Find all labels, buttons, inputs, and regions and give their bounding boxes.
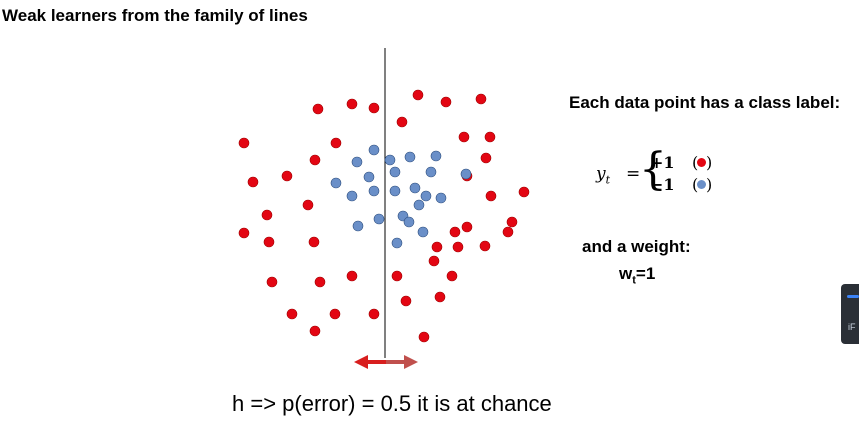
blue-point — [460, 168, 472, 180]
red-point — [475, 93, 487, 105]
class-label-text: Each data point has a class label: — [569, 93, 841, 112]
red-point — [396, 116, 408, 128]
red-point — [261, 209, 273, 221]
formula-y: yt — [596, 164, 611, 187]
blue-point — [352, 220, 364, 232]
red-point — [480, 152, 492, 164]
blue-point — [368, 144, 380, 156]
red-point — [518, 186, 530, 198]
blue-point — [404, 151, 416, 163]
slide-title: Weak learners from the family of lines — [2, 6, 308, 25]
blue-point — [330, 177, 342, 189]
red-point — [461, 221, 473, 233]
blue-point — [420, 190, 432, 202]
red-point — [449, 226, 461, 238]
blue-point — [403, 216, 415, 228]
data-points — [238, 89, 530, 343]
blue-point — [409, 182, 421, 194]
blue-point — [417, 226, 429, 238]
red-point — [238, 227, 250, 239]
red-point — [391, 270, 403, 282]
red-point — [446, 270, 458, 282]
red-point — [309, 154, 321, 166]
widget-label: iF — [848, 322, 856, 332]
blue-point — [413, 199, 425, 211]
blue-point — [435, 192, 447, 204]
red-point — [308, 236, 320, 248]
blue-point — [389, 166, 401, 178]
blue-point — [425, 166, 437, 178]
red-point — [346, 98, 358, 110]
formula-brace: { — [639, 144, 667, 195]
blue-point — [351, 156, 363, 168]
red-point — [368, 308, 380, 320]
weight-label: and a weight: — [582, 237, 691, 256]
red-point — [434, 291, 446, 303]
red-point — [329, 308, 341, 320]
red-point — [484, 131, 496, 143]
blue-point — [391, 237, 403, 249]
blue-point — [384, 154, 396, 166]
red-point — [452, 241, 464, 253]
red-dot-icon: () — [692, 153, 713, 172]
red-point — [302, 199, 314, 211]
red-point — [346, 270, 358, 282]
red-point — [400, 295, 412, 307]
blue-point — [430, 150, 442, 162]
red-point — [247, 176, 259, 188]
red-point — [314, 276, 326, 288]
red-point — [431, 241, 443, 253]
red-point — [428, 255, 440, 267]
red-point — [238, 137, 250, 149]
formula-equals: = — [626, 164, 641, 184]
red-point — [506, 216, 518, 228]
red-point — [286, 308, 298, 320]
red-point — [440, 96, 452, 108]
red-point — [412, 89, 424, 101]
red-point — [281, 170, 293, 182]
red-point — [458, 131, 470, 143]
formula-negative: −1 — [650, 175, 675, 194]
red-point — [368, 102, 380, 114]
red-point — [485, 190, 497, 202]
red-point — [312, 103, 324, 115]
red-point — [263, 236, 275, 248]
red-point — [479, 240, 491, 252]
red-point — [502, 226, 514, 238]
blue-dot-icon: () — [692, 175, 713, 194]
red-point — [309, 325, 321, 337]
blue-point — [363, 171, 375, 183]
blue-point — [373, 213, 385, 225]
blue-point — [368, 185, 380, 197]
weight-value: wt=1 — [619, 264, 656, 287]
red-point — [266, 276, 278, 288]
class-label-formula: yt = { +1 −1 () () — [596, 144, 726, 202]
blue-point — [389, 185, 401, 197]
red-point — [418, 331, 430, 343]
double-arrow — [354, 355, 418, 369]
side-widget[interactable]: iF — [841, 284, 859, 344]
formula-positive: +1 — [650, 153, 675, 172]
error-caption: h => p(error) = 0.5 it is at chance — [232, 391, 552, 416]
widget-bar-icon — [847, 295, 859, 298]
red-point — [330, 137, 342, 149]
blue-point — [346, 190, 358, 202]
